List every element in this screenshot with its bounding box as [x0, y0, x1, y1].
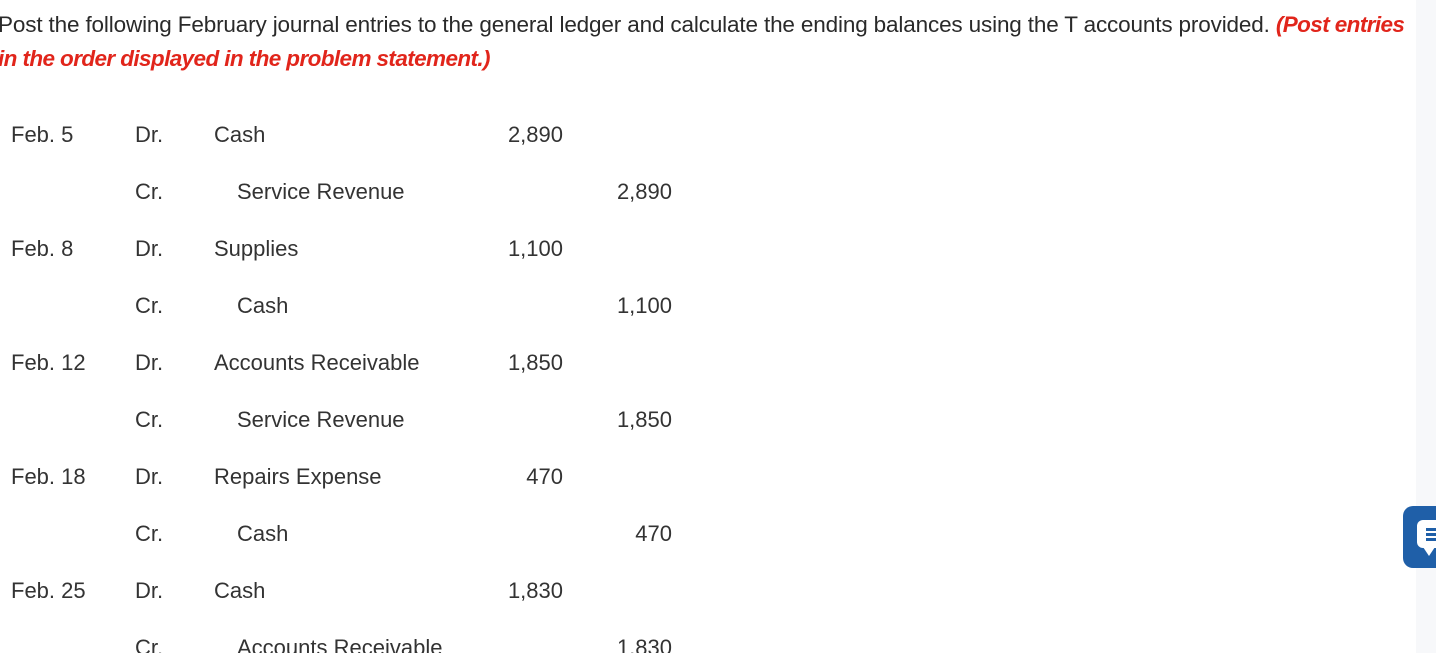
entry-account: Repairs Expense — [214, 464, 382, 489]
journal-row: Cr. Cash 1,100 — [0, 278, 700, 335]
instructions: Post the following February journal entr… — [0, 8, 1408, 76]
chat-bubble-icon — [1417, 520, 1436, 556]
right-gutter — [1416, 0, 1436, 653]
journal-row: Cr. Cash 470 — [0, 506, 700, 563]
entry-debit: 1,830 — [507, 578, 563, 603]
entry-account: Accounts Receivable — [214, 350, 420, 375]
entry-dr-cr: Dr. — [135, 578, 164, 603]
entry-dr-cr: Dr. — [135, 464, 164, 489]
journal-row: Feb. 18 Dr. Repairs Expense 470 — [0, 449, 700, 506]
entry-date: Feb. 18 — [11, 464, 86, 489]
entry-dr-cr: Cr. — [135, 293, 164, 318]
entry-dr-cr: Cr. — [135, 179, 164, 204]
journal-entries: Feb. 5 Dr. Cash 2,890 Cr. Service Revenu… — [0, 107, 700, 653]
entry-date: Feb. 8 — [11, 236, 74, 261]
entry-account: Cash — [214, 578, 266, 603]
entry-date: Feb. 12 — [11, 350, 86, 375]
journal-row: Cr. Accounts Receivable 1,830 — [0, 620, 700, 653]
journal-row: Cr. Service Revenue 1,850 — [0, 392, 700, 449]
entry-date: Feb. 25 — [11, 578, 86, 603]
journal-row: Feb. 8 Dr. Supplies 1,100 — [0, 221, 700, 278]
journal-row: Feb. 5 Dr. Cash 2,890 — [0, 107, 700, 164]
entry-credit: 470 — [635, 521, 672, 546]
entry-debit: 1,100 — [507, 236, 563, 261]
entry-dr-cr: Cr. — [135, 521, 164, 546]
entry-account: Accounts Receivable — [237, 635, 443, 653]
entry-debit: 470 — [526, 464, 563, 489]
entry-account: Cash — [237, 293, 289, 318]
journal-row: Feb. 12 Dr. Accounts Receivable 1,850 — [0, 335, 700, 392]
entry-dr-cr: Cr. — [135, 635, 164, 653]
entry-account: Cash — [214, 122, 266, 147]
entry-dr-cr: Dr. — [135, 236, 164, 261]
entry-dr-cr: Dr. — [135, 122, 164, 147]
journal-row: Feb. 25 Dr. Cash 1,830 — [0, 563, 700, 620]
entry-debit: 2,890 — [507, 122, 563, 147]
entry-debit: 1,850 — [507, 350, 563, 375]
entry-account: Supplies — [214, 236, 299, 261]
journal-row: Cr. Service Revenue 2,890 — [0, 164, 700, 221]
entry-credit: 1,100 — [616, 293, 672, 318]
entry-dr-cr: Cr. — [135, 407, 164, 432]
entry-credit: 1,830 — [616, 635, 672, 653]
entry-account: Service Revenue — [237, 179, 405, 204]
entry-date: Feb. 5 — [11, 122, 74, 147]
entry-account: Service Revenue — [237, 407, 405, 432]
instructions-note: (Post entries in the order displayed in … — [0, 12, 1405, 71]
entry-dr-cr: Dr. — [135, 350, 164, 375]
chat-button[interactable] — [1403, 506, 1436, 568]
entry-account: Cash — [237, 521, 289, 546]
instructions-text: Post the following February journal entr… — [0, 12, 1270, 37]
entry-credit: 1,850 — [616, 407, 672, 432]
entry-credit: 2,890 — [616, 179, 672, 204]
